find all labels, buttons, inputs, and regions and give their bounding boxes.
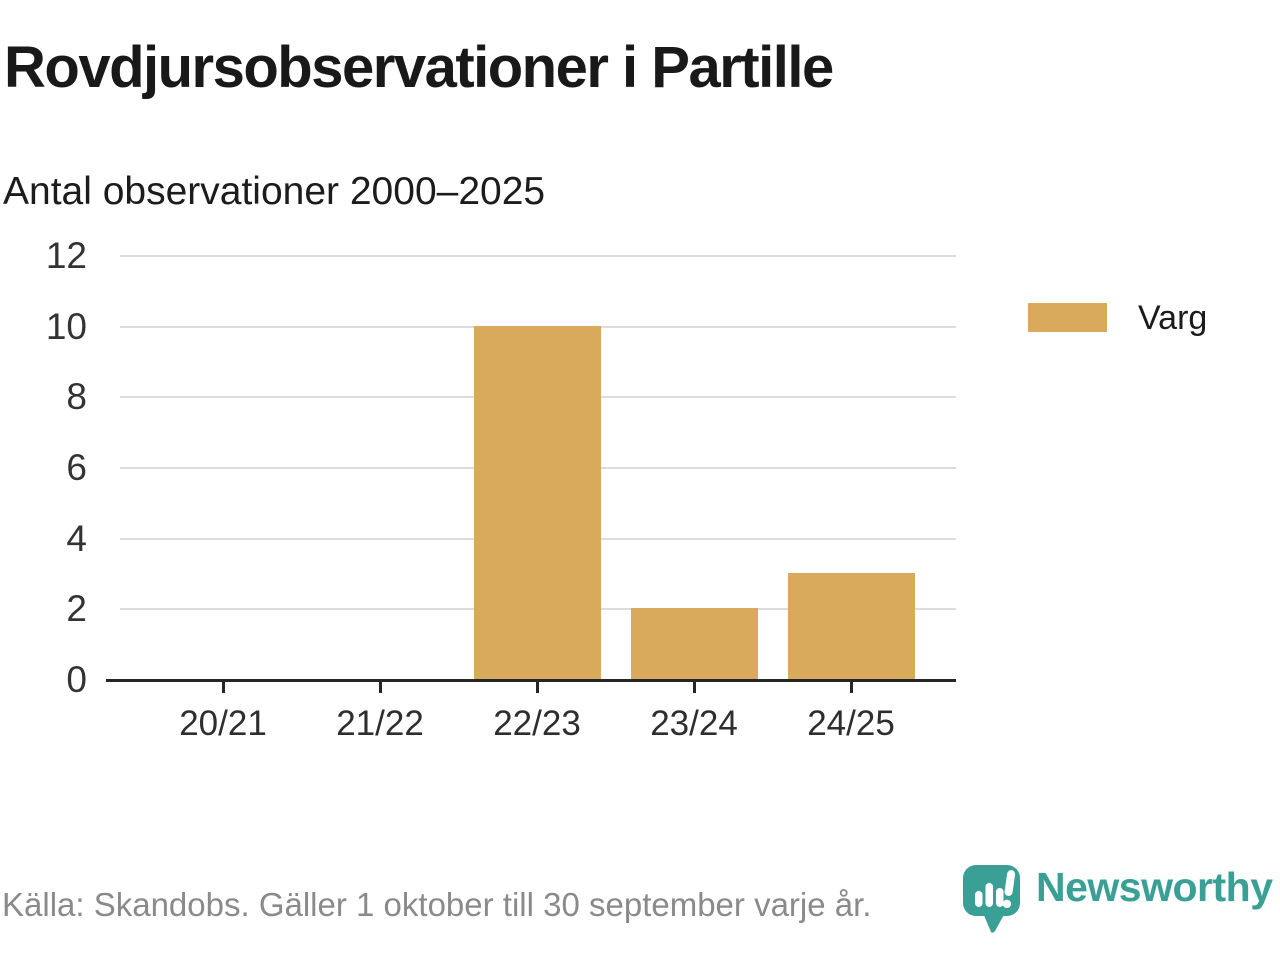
y-axis-tick-label: 8 (66, 376, 87, 418)
y-axis-tick-label: 2 (66, 588, 87, 630)
newsworthy-logo-icon (962, 861, 1022, 942)
x-axis-tick (692, 682, 696, 693)
brand-name: Newsworthy (1036, 864, 1273, 910)
legend-label-varg: Varg (1138, 299, 1208, 337)
x-axis-tick-label: 23/24 (650, 704, 738, 743)
x-axis-tick-label: 21/22 (336, 704, 424, 743)
bar-22/23 (473, 325, 601, 679)
x-axis-tick (378, 682, 382, 693)
bar-23/24 (630, 608, 758, 679)
x-axis-tick (535, 682, 539, 693)
page-title: Rovdjursobservationer i Partille (4, 35, 834, 100)
x-axis-tick (849, 682, 853, 693)
x-axis-tick (221, 682, 225, 693)
y-axis-tick-label: 12 (45, 235, 87, 276)
x-axis-tick-label: 24/25 (807, 704, 895, 743)
x-axis-tick-label: 22/23 (493, 704, 581, 743)
chart-subtitle: Antal observationer 2000–2025 (3, 170, 546, 213)
y-axis-tick-label: 10 (45, 305, 87, 347)
x-axis-tick-label: 20/21 (179, 704, 267, 743)
y-axis-tick-label: 4 (66, 517, 87, 559)
x-axis-line (106, 679, 956, 682)
y-axis-tick-label: 6 (66, 447, 87, 488)
y-axis-tick-label: 0 (66, 659, 87, 700)
bar-24/25 (787, 573, 915, 679)
legend-swatch-varg (1028, 303, 1107, 332)
source-note: Källa: Skandobs. Gäller 1 oktober till 3… (2, 886, 872, 923)
gridline-y-12 (120, 255, 956, 257)
